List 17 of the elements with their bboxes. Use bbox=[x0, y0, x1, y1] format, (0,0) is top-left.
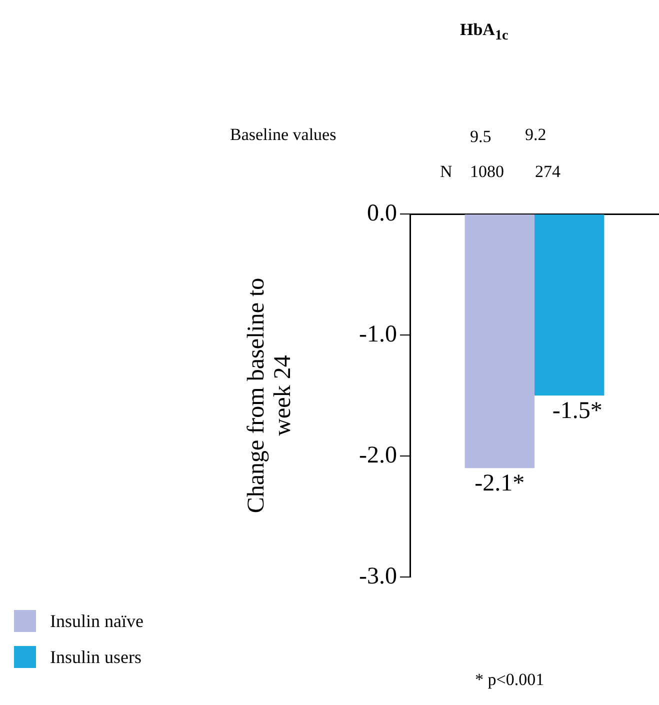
text: N bbox=[440, 162, 452, 182]
y-tick-label: 0.0 bbox=[367, 200, 397, 226]
text: * p<0.001 bbox=[475, 670, 544, 690]
text: 1080 bbox=[470, 162, 504, 182]
legend-label: Insulin naïve bbox=[50, 610, 144, 632]
y-axis-title: Change from baseline to week 24 bbox=[243, 278, 296, 514]
y-tick-label: -1.0 bbox=[359, 321, 397, 348]
text: 274 bbox=[535, 162, 560, 182]
y-tick-label: -2.0 bbox=[359, 442, 397, 468]
text: Baseline values bbox=[230, 125, 336, 145]
legend-label: Insulin users bbox=[50, 646, 142, 668]
text: 9.5 bbox=[470, 127, 492, 147]
y-tick-label: -3.0 bbox=[359, 563, 397, 590]
data-label: -2.1* bbox=[474, 470, 525, 496]
chart-title: HbA$_{1c}$ bbox=[460, 20, 508, 44]
data-label: -1.5* bbox=[552, 398, 602, 424]
text: 9.2 bbox=[525, 125, 546, 145]
